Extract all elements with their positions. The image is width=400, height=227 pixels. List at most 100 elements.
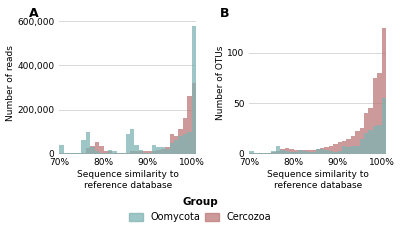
- Bar: [121, 153, 126, 154]
- Bar: [82, 140, 86, 154]
- Bar: [307, 152, 311, 154]
- Bar: [355, 146, 360, 154]
- Bar: [187, 96, 192, 154]
- Bar: [77, 153, 82, 154]
- Bar: [377, 125, 382, 154]
- Bar: [112, 151, 117, 154]
- Bar: [368, 131, 373, 154]
- Bar: [73, 153, 77, 154]
- Bar: [338, 151, 342, 154]
- Bar: [178, 136, 183, 154]
- Bar: [333, 152, 338, 154]
- Bar: [108, 151, 112, 154]
- Bar: [104, 151, 108, 154]
- Bar: [126, 153, 130, 154]
- Bar: [161, 149, 165, 154]
- Bar: [134, 145, 139, 154]
- Bar: [148, 153, 152, 154]
- Bar: [289, 149, 294, 154]
- Bar: [298, 150, 302, 154]
- Bar: [316, 149, 320, 154]
- Bar: [174, 136, 178, 154]
- Bar: [355, 131, 360, 154]
- Bar: [126, 134, 130, 154]
- Bar: [156, 150, 161, 154]
- Bar: [90, 147, 95, 154]
- Bar: [333, 143, 338, 154]
- Legend: Oomycota, Cercozoa: Oomycota, Cercozoa: [129, 197, 271, 222]
- Bar: [307, 150, 311, 154]
- Y-axis label: Number of reads: Number of reads: [6, 45, 14, 121]
- Bar: [272, 151, 276, 154]
- Bar: [77, 153, 82, 154]
- Bar: [294, 152, 298, 154]
- Bar: [272, 152, 276, 154]
- X-axis label: Sequence similarity to
reference database: Sequence similarity to reference databas…: [267, 170, 369, 190]
- Text: B: B: [219, 7, 229, 20]
- Bar: [187, 132, 192, 154]
- Bar: [148, 151, 152, 154]
- Bar: [121, 153, 126, 154]
- Bar: [250, 153, 254, 154]
- Bar: [302, 151, 307, 154]
- Bar: [86, 148, 90, 154]
- X-axis label: Sequence similarity to
reference database: Sequence similarity to reference databas…: [77, 170, 179, 190]
- Bar: [139, 150, 143, 154]
- Bar: [346, 138, 351, 154]
- Bar: [294, 150, 298, 154]
- Bar: [156, 147, 161, 154]
- Bar: [267, 153, 272, 154]
- Bar: [276, 146, 280, 154]
- Bar: [311, 152, 316, 154]
- Bar: [165, 147, 170, 154]
- Bar: [95, 141, 99, 154]
- Bar: [108, 150, 112, 154]
- Bar: [320, 148, 324, 154]
- Bar: [360, 138, 364, 154]
- Bar: [258, 153, 263, 154]
- Bar: [73, 153, 77, 154]
- Bar: [170, 143, 174, 154]
- Bar: [338, 141, 342, 154]
- Bar: [143, 151, 148, 154]
- Bar: [112, 153, 117, 154]
- Bar: [117, 153, 121, 154]
- Bar: [254, 153, 258, 154]
- Bar: [368, 108, 373, 154]
- Bar: [280, 149, 285, 154]
- Bar: [373, 78, 377, 154]
- Bar: [377, 73, 382, 154]
- Bar: [329, 151, 333, 154]
- Bar: [90, 146, 95, 154]
- Bar: [250, 151, 254, 154]
- Bar: [267, 153, 272, 154]
- Bar: [351, 146, 355, 154]
- Bar: [134, 151, 139, 154]
- Bar: [152, 145, 156, 154]
- Bar: [263, 153, 267, 154]
- Bar: [364, 133, 368, 154]
- Bar: [68, 153, 73, 154]
- Bar: [316, 149, 320, 154]
- Bar: [285, 151, 289, 154]
- Bar: [95, 151, 99, 154]
- Bar: [320, 149, 324, 154]
- Bar: [130, 151, 134, 154]
- Bar: [324, 147, 329, 154]
- Bar: [183, 134, 187, 154]
- Bar: [139, 151, 143, 154]
- Bar: [364, 113, 368, 154]
- Bar: [143, 153, 148, 154]
- Bar: [351, 136, 355, 154]
- Bar: [60, 153, 64, 154]
- Bar: [130, 129, 134, 154]
- Bar: [170, 134, 174, 154]
- Bar: [64, 153, 68, 154]
- Bar: [86, 132, 90, 154]
- Bar: [342, 146, 346, 154]
- Bar: [82, 153, 86, 154]
- Bar: [360, 128, 364, 154]
- Text: A: A: [29, 7, 39, 20]
- Bar: [258, 153, 263, 154]
- Bar: [373, 126, 377, 154]
